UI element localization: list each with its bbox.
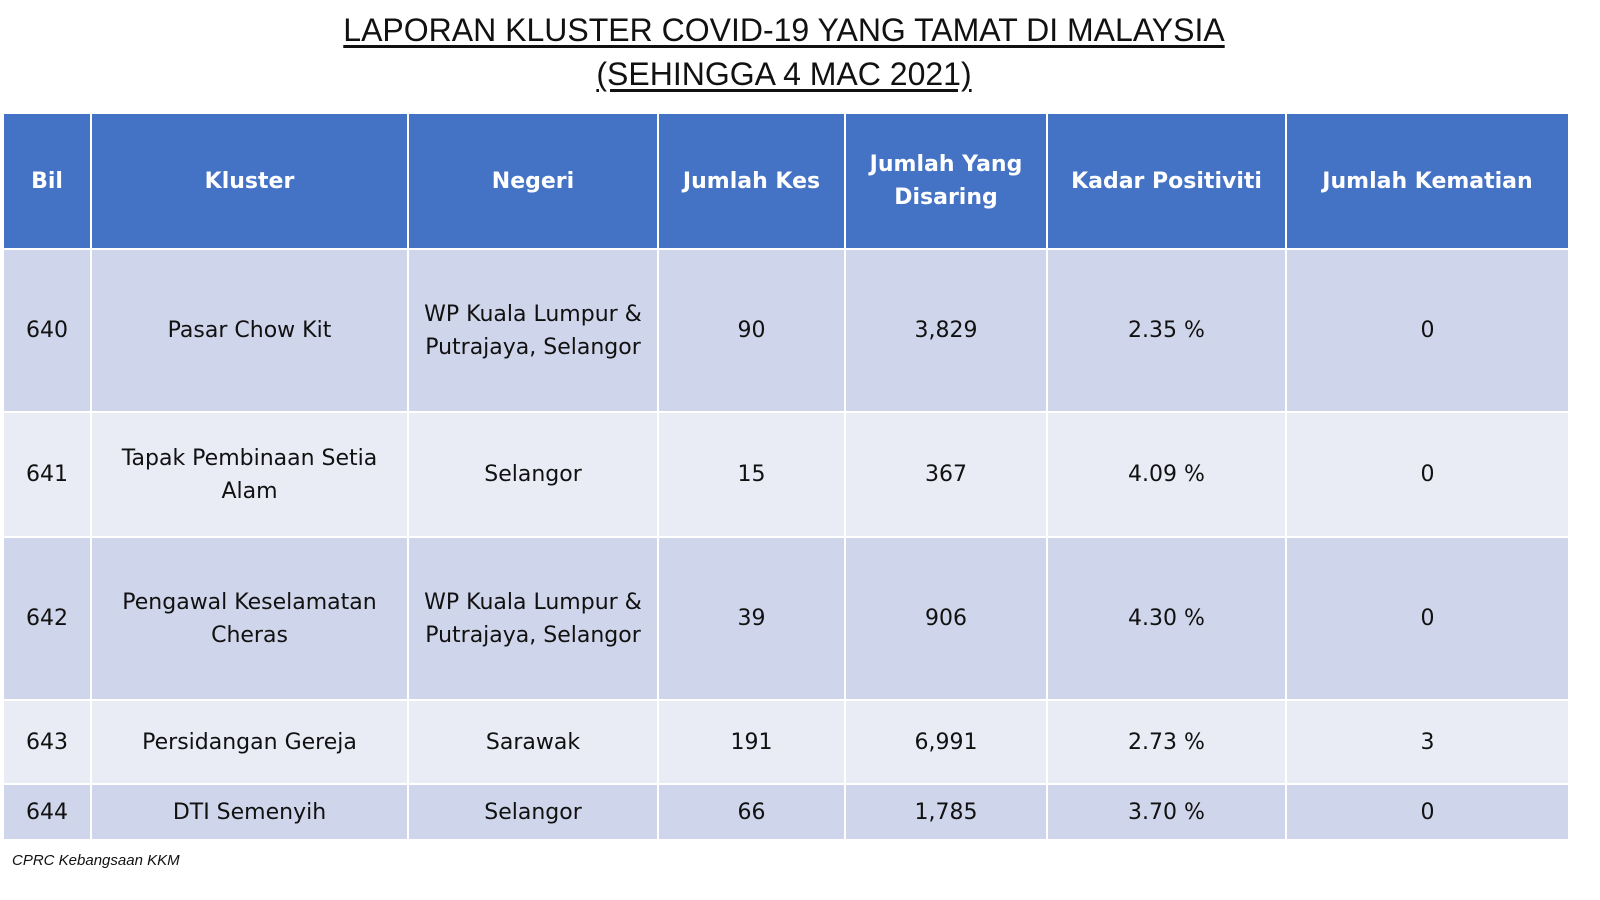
cell-kluster: Tapak Pembinaan Setia Alam xyxy=(90,411,409,538)
table-row: 643 Persidangan Gereja Sarawak 191 6,991… xyxy=(2,699,1570,785)
cluster-table: Bil Kluster Negeri Jumlah Kes Jumlah Yan… xyxy=(2,112,1570,841)
cell-jumlah-kes: 191 xyxy=(657,699,846,785)
cell-kadar-positiviti: 3.70 % xyxy=(1046,783,1287,841)
cell-jumlah-kes: 39 xyxy=(657,536,846,701)
table-row: 642 Pengawal Keselamatan Cheras WP Kuala… xyxy=(2,536,1570,701)
cell-bil: 642 xyxy=(2,536,92,701)
cell-negeri: Selangor xyxy=(407,783,659,841)
cell-jumlah-kes: 66 xyxy=(657,783,846,841)
cell-kluster: Persidangan Gereja xyxy=(90,699,409,785)
title-line-2: (SEHINGGA 4 MAC 2021) xyxy=(596,56,972,92)
column-header-bil: Bil xyxy=(2,112,92,250)
cell-jumlah-kematian: 3 xyxy=(1285,699,1570,785)
cell-negeri: Sarawak xyxy=(407,699,659,785)
cell-jumlah-disaring: 1,785 xyxy=(844,783,1048,841)
table-row: 640 Pasar Chow Kit WP Kuala Lumpur & Put… xyxy=(2,248,1570,413)
cell-kadar-positiviti: 4.09 % xyxy=(1046,411,1287,538)
column-header-kluster: Kluster xyxy=(90,112,409,250)
column-header-negeri: Negeri xyxy=(407,112,659,250)
cell-jumlah-kematian: 0 xyxy=(1285,536,1570,701)
source-note: CPRC Kebangsaan KKM xyxy=(12,852,180,869)
cell-bil: 644 xyxy=(2,783,92,841)
page-title: LAPORAN KLUSTER COVID-19 YANG TAMAT DI M… xyxy=(0,8,1568,96)
cell-kluster: Pasar Chow Kit xyxy=(90,248,409,413)
cell-kadar-positiviti: 2.35 % xyxy=(1046,248,1287,413)
cell-negeri: WP Kuala Lumpur & Putrajaya, Selangor xyxy=(407,536,659,701)
table-row: 644 DTI Semenyih Selangor 66 1,785 3.70 … xyxy=(2,783,1570,841)
table-header-row: Bil Kluster Negeri Jumlah Kes Jumlah Yan… xyxy=(2,112,1570,250)
cell-bil: 640 xyxy=(2,248,92,413)
cell-jumlah-kes: 90 xyxy=(657,248,846,413)
cell-jumlah-kematian: 0 xyxy=(1285,248,1570,413)
column-header-jumlah-kematian: Jumlah Kematian xyxy=(1285,112,1570,250)
cell-jumlah-kematian: 0 xyxy=(1285,783,1570,841)
cell-jumlah-disaring: 3,829 xyxy=(844,248,1048,413)
title-line-1: LAPORAN KLUSTER COVID-19 YANG TAMAT DI M… xyxy=(343,12,1225,48)
cell-kadar-positiviti: 2.73 % xyxy=(1046,699,1287,785)
cell-bil: 641 xyxy=(2,411,92,538)
cell-kluster: Pengawal Keselamatan Cheras xyxy=(90,536,409,701)
column-header-kadar-positiviti: Kadar Positiviti xyxy=(1046,112,1287,250)
cell-jumlah-kes: 15 xyxy=(657,411,846,538)
cell-negeri: Selangor xyxy=(407,411,659,538)
cell-jumlah-disaring: 6,991 xyxy=(844,699,1048,785)
cell-kadar-positiviti: 4.30 % xyxy=(1046,536,1287,701)
cell-bil: 643 xyxy=(2,699,92,785)
cell-jumlah-kematian: 0 xyxy=(1285,411,1570,538)
column-header-jumlah-kes: Jumlah Kes xyxy=(657,112,846,250)
cell-jumlah-disaring: 367 xyxy=(844,411,1048,538)
column-header-jumlah-disaring: Jumlah Yang Disaring xyxy=(844,112,1048,250)
cell-jumlah-disaring: 906 xyxy=(844,536,1048,701)
cell-negeri: WP Kuala Lumpur & Putrajaya, Selangor xyxy=(407,248,659,413)
cell-kluster: DTI Semenyih xyxy=(90,783,409,841)
table-row: 641 Tapak Pembinaan Setia Alam Selangor … xyxy=(2,411,1570,538)
